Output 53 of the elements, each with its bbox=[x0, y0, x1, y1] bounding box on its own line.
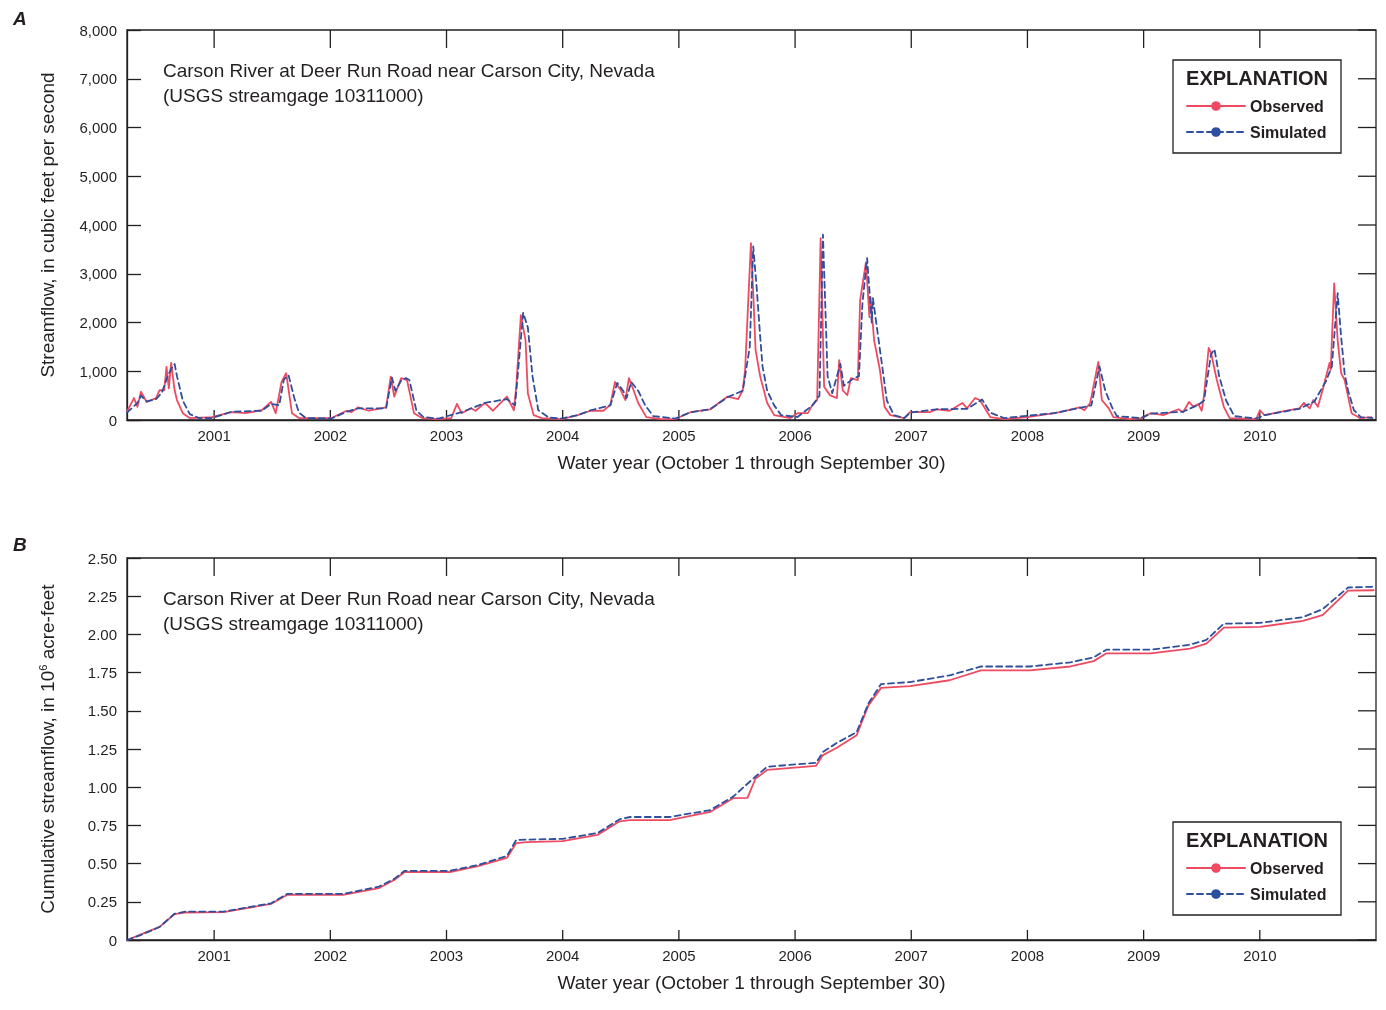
x-tick-label: 2004 bbox=[546, 947, 580, 964]
x-tick-label: 2002 bbox=[313, 947, 348, 964]
y-tick-label: 0 bbox=[108, 411, 117, 429]
x-tick-label: 2003 bbox=[429, 427, 464, 444]
y-tick-label: 1.25 bbox=[87, 740, 117, 758]
y-tick-label: 2.25 bbox=[87, 587, 117, 605]
annotation: Carson River at Deer Run Road near Carson City, Nevada (USGS streamgage 10311000) bbox=[163, 588, 656, 634]
x-tick-label: 2003 bbox=[429, 947, 464, 964]
x-tick-label: 2007 bbox=[894, 427, 928, 444]
y-tick-label: 3,000 bbox=[79, 265, 117, 283]
legend-label: Observed bbox=[1250, 859, 1324, 877]
legend-label: Observed bbox=[1250, 97, 1324, 115]
x-tick-label: 2007 bbox=[894, 947, 928, 964]
y-tick-label: 4,000 bbox=[79, 216, 117, 234]
chart-title: A bbox=[12, 8, 27, 29]
x-tick-label: 2002 bbox=[313, 427, 348, 444]
x-tick-label: 2001 bbox=[197, 947, 231, 964]
legend-label: Simulated bbox=[1250, 885, 1327, 903]
y-tick-label: 7,000 bbox=[79, 70, 117, 88]
x-tick-label: 2006 bbox=[778, 427, 812, 444]
y-tick-label: 0.50 bbox=[87, 855, 117, 873]
y-tick-label: 2.00 bbox=[87, 625, 117, 643]
annotation: Carson River at Deer Run Road near Carson City, Nevada (USGS streamgage 10311000) bbox=[163, 60, 656, 106]
y-tick-label: 2,000 bbox=[79, 314, 117, 331]
y-tick-label: 1.75 bbox=[87, 664, 117, 682]
y-tick-label: 1.50 bbox=[87, 702, 117, 720]
x-tick-label: 2006 bbox=[778, 947, 812, 964]
x-tick-label: 2005 bbox=[662, 947, 696, 964]
x-tick-label: 2009 bbox=[1126, 947, 1161, 964]
x-tick-label: 2004 bbox=[546, 427, 580, 444]
y-tick-label: 2.50 bbox=[87, 549, 117, 567]
x-tick-label: 2008 bbox=[1010, 947, 1045, 964]
legend-title: EXPLANATION bbox=[1186, 829, 1328, 851]
chart-title: B bbox=[13, 534, 27, 555]
y-tick-label: 0.75 bbox=[87, 816, 117, 834]
y-tick-label: 1,000 bbox=[79, 362, 117, 380]
x-tick-label: 2010 bbox=[1243, 947, 1277, 964]
y-tick-label: 0.25 bbox=[87, 893, 117, 911]
x-tick-label: 2005 bbox=[662, 427, 696, 444]
x-tick-label: 2001 bbox=[197, 427, 231, 444]
legend-label: Simulated bbox=[1250, 123, 1327, 141]
y-tick-label: 5,000 bbox=[79, 167, 117, 185]
y-tick-label: 1.00 bbox=[87, 778, 117, 796]
y-axis-title: Streamflow, in cubic feet per second bbox=[36, 72, 58, 378]
x-axis-title: Water year (October 1 through September 30) bbox=[557, 972, 946, 993]
y-tick-label: 0 bbox=[108, 931, 117, 949]
legend-title: EXPLANATION bbox=[1186, 67, 1328, 89]
x-tick-label: 2010 bbox=[1243, 427, 1277, 444]
x-tick-label: 2008 bbox=[1010, 427, 1045, 444]
x-axis-title: Water year (October 1 through September 30) bbox=[557, 452, 946, 473]
y-tick-label: 6,000 bbox=[79, 119, 117, 136]
x-tick-label: 2009 bbox=[1126, 427, 1161, 444]
y-tick-label: 8,000 bbox=[79, 21, 117, 39]
